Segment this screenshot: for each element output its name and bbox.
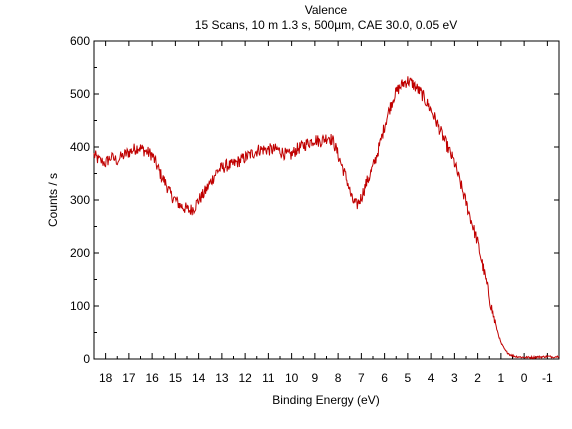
x-tick-label: 18 <box>99 371 113 385</box>
x-tick-label: 5 <box>405 371 412 385</box>
x-tick-label: 12 <box>238 371 252 385</box>
plot-area-frame <box>93 40 560 360</box>
y-tick-label: 300 <box>70 193 90 207</box>
x-tick-label: 7 <box>358 371 365 385</box>
x-tick-label: 14 <box>192 371 206 385</box>
y-tick-label: 200 <box>70 246 90 260</box>
y-tick-label: 600 <box>70 34 90 48</box>
series-layer <box>93 76 560 360</box>
x-tick-label: -1 <box>542 371 553 385</box>
x-tick-label: 10 <box>285 371 299 385</box>
chart-title: Valence <box>305 3 348 17</box>
x-axis: 18 17 16 15 14 13 12 11 10 9 8 7 6 5 4 3 2 1 0 -1 <box>99 41 553 385</box>
x-axis-title: Binding Energy (eV) <box>272 393 379 407</box>
y-tick-label: 100 <box>70 299 90 313</box>
x-tick-label: 6 <box>381 371 388 385</box>
y-tick-label: 0 <box>83 352 90 366</box>
x-tick-label: 16 <box>145 371 159 385</box>
spectrum-line <box>93 76 560 360</box>
x-tick-label: 1 <box>498 371 505 385</box>
x-tick-label: 13 <box>215 371 229 385</box>
y-tick-label: 400 <box>70 140 90 154</box>
x-tick-label: 17 <box>122 371 136 385</box>
y-tick-label: 500 <box>70 87 90 101</box>
y-axis: 0 100 200 300 400 500 600 <box>70 34 559 366</box>
x-tick-label: 4 <box>428 371 435 385</box>
x-tick-label: 3 <box>451 371 458 385</box>
x-tick-label: 2 <box>474 371 481 385</box>
x-tick-label: 15 <box>169 371 183 385</box>
chart-subtitle: 15 Scans, 10 m 1.3 s, 500µm, CAE 30.0, 0… <box>195 18 457 32</box>
x-tick-label: 11 <box>262 371 275 385</box>
x-tick-label: 0 <box>521 371 528 385</box>
x-tick-label: 8 <box>335 371 342 385</box>
x-tick-label: 9 <box>312 371 319 385</box>
y-axis-title: Counts / s <box>46 173 60 227</box>
